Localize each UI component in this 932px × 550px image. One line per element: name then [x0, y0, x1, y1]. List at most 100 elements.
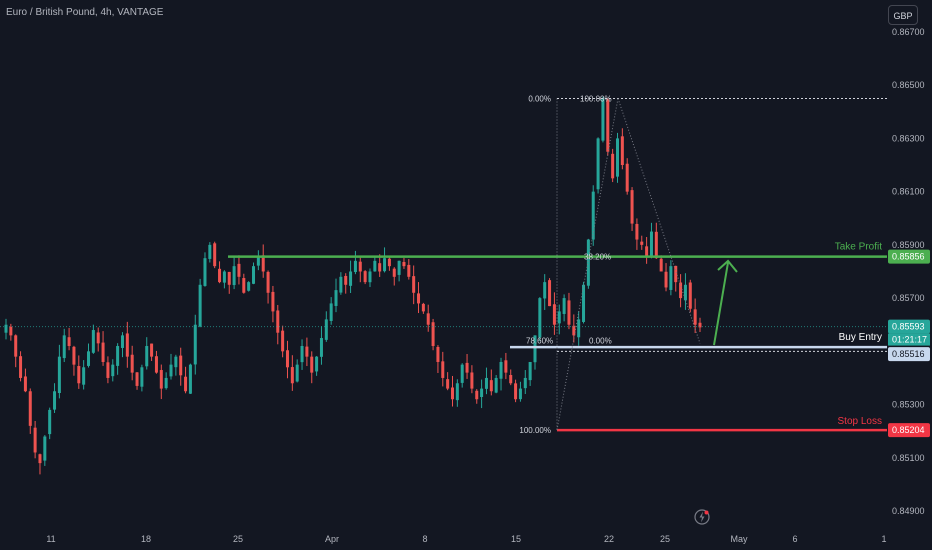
- candle-body: [436, 346, 440, 362]
- candle-body: [698, 322, 702, 328]
- candle-body: [111, 364, 115, 377]
- stop-loss-label: Stop Loss: [838, 416, 882, 427]
- candle-body: [339, 276, 343, 293]
- candle-body: [431, 322, 435, 347]
- candle-body: [543, 282, 547, 299]
- candle-body: [397, 260, 401, 275]
- candle-body: [53, 391, 57, 410]
- y-tick-label: 0.85300: [892, 400, 925, 410]
- candle-body: [23, 376, 27, 392]
- candle-body: [28, 391, 32, 426]
- x-tick-label: May: [730, 534, 748, 544]
- candle-body: [615, 138, 620, 177]
- candle-body: [679, 282, 683, 299]
- candle-body: [582, 284, 586, 322]
- candle-body: [14, 335, 18, 357]
- candle-body: [586, 239, 590, 286]
- candle-body: [635, 223, 639, 240]
- x-tick-label: 6: [792, 534, 797, 544]
- candle-body: [125, 333, 129, 357]
- candle-body: [567, 300, 571, 325]
- candle-body: [412, 276, 416, 293]
- candle-body: [67, 337, 71, 347]
- candle-body: [373, 260, 377, 272]
- candle-body: [174, 356, 178, 368]
- candle-body: [120, 335, 124, 348]
- candle-body: [38, 454, 42, 464]
- candle-body: [154, 356, 158, 373]
- y-tick-label: 0.85900: [892, 240, 925, 250]
- candle-body: [140, 367, 144, 387]
- fib-label: 0.00%: [589, 337, 612, 346]
- candle-body: [82, 367, 86, 385]
- candle-body: [145, 346, 149, 367]
- axes: 0.86700 0.86500 0.86300 0.86100 0.85900 0.857…: [46, 27, 930, 544]
- candle-body: [86, 351, 91, 366]
- target-arrowhead: [717, 259, 738, 273]
- candle-body: [383, 258, 387, 272]
- candle-body: [164, 377, 168, 389]
- candle-body: [649, 231, 653, 258]
- candle-body: [116, 346, 120, 366]
- currency-button[interactable]: GBP: [888, 5, 918, 25]
- fib-label-bottom: 100.00%: [519, 426, 551, 435]
- fib-label: 38.20%: [584, 253, 611, 262]
- candlestick-series: [4, 96, 702, 475]
- y-tick-label: 0.86100: [892, 187, 925, 197]
- candle-body: [130, 354, 134, 373]
- candle-body: [480, 388, 484, 397]
- candle-body: [77, 366, 81, 384]
- candle-body: [193, 324, 197, 365]
- y-tick-label: 0.86500: [892, 80, 925, 90]
- candle-body: [33, 427, 37, 453]
- stop-loss-price-tag: 0.85204: [892, 425, 925, 435]
- lightning-icon[interactable]: [693, 508, 711, 526]
- candle-body: [169, 364, 173, 377]
- fib-label-top: 0.00%: [528, 94, 551, 103]
- target-arrow: [713, 262, 729, 346]
- candle-body: [630, 190, 634, 224]
- candle-body: [353, 260, 357, 273]
- candle-body: [179, 355, 183, 376]
- candle-body: [208, 244, 212, 259]
- candle-body: [557, 311, 561, 324]
- candle-body: [470, 372, 474, 389]
- candle-body: [358, 261, 362, 272]
- candle-body: [460, 364, 464, 383]
- candle-body: [378, 263, 382, 272]
- candle-body: [150, 343, 154, 357]
- candle-body: [601, 98, 605, 141]
- candle-body: [596, 138, 600, 190]
- last-price-tag-bg: [888, 319, 930, 334]
- candle-body: [552, 304, 556, 325]
- x-tick-label: 25: [233, 534, 243, 544]
- candle-body: [203, 258, 207, 286]
- candle-body: [654, 231, 658, 259]
- take-profit-price-tag-bg: [888, 249, 930, 264]
- candle-body: [426, 313, 430, 325]
- chart-title: Euro / British Pound, 4h, VANTAGE: [6, 7, 164, 18]
- candle-body: [499, 361, 503, 379]
- candle-body: [72, 346, 76, 365]
- candle-body: [281, 330, 285, 352]
- candle-body: [504, 360, 508, 373]
- candle-body: [455, 383, 459, 401]
- candle-body: [324, 319, 328, 340]
- candle-body: [674, 265, 678, 283]
- candle-body: [611, 153, 615, 179]
- candle-body: [538, 298, 542, 338]
- x-tick-label: 25: [660, 534, 670, 544]
- stop-loss-price-tag-bg: [888, 423, 930, 438]
- candle-body: [57, 356, 61, 394]
- x-tick-label: 15: [511, 534, 521, 544]
- candle-body: [19, 356, 23, 378]
- countdown-bg: [888, 333, 930, 346]
- candle-body: [417, 293, 421, 304]
- candle-body: [683, 284, 687, 301]
- take-profit-label: Take Profit: [835, 242, 882, 253]
- candle-body: [591, 191, 595, 240]
- candle-body: [43, 436, 47, 461]
- candle-body: [252, 266, 256, 284]
- candle-body: [213, 243, 217, 267]
